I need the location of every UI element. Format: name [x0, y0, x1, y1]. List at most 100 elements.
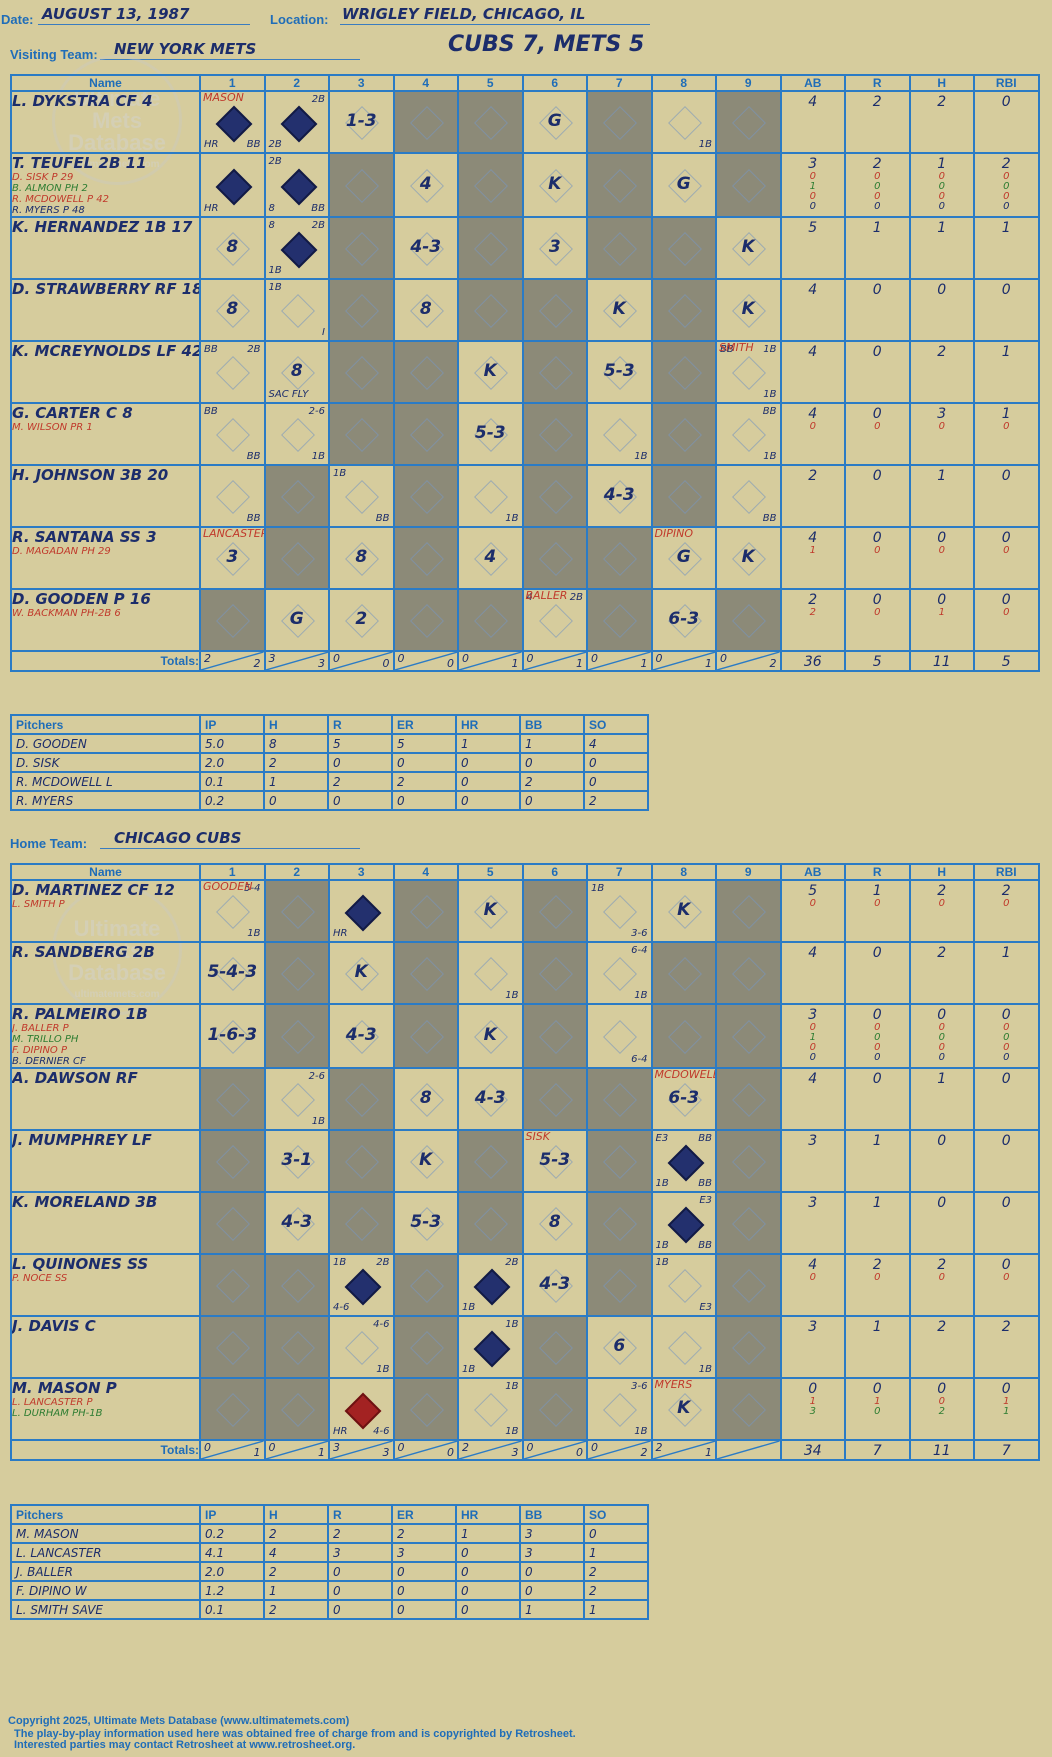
total-divider	[718, 653, 779, 669]
base-diamond	[732, 1020, 767, 1054]
base-diamond	[473, 1330, 511, 1368]
stat-r-cell: 0	[844, 464, 911, 528]
inning-runs: 0	[397, 1441, 405, 1454]
substitute-name: B. ALMON PH 2	[12, 183, 88, 194]
stat-rbi-cell: 0	[973, 1129, 1040, 1193]
home-batter-row: D. MARTINEZ CF 12 L. SMITH P 5-4 1B GOODEN HR…	[10, 879, 1040, 943]
at-bat-cell	[328, 152, 395, 218]
pitcher-header-cell: R	[327, 1504, 393, 1525]
stat-value: 1	[872, 220, 882, 236]
base-diamond	[280, 294, 315, 328]
pitcher-stat-cell: 4	[263, 1542, 329, 1563]
base-diamond	[474, 1207, 509, 1241]
play-note: 4-6	[373, 1319, 390, 1330]
home-totals-row: Totals: 0 1 0 1 3 3 0 0 2 3 0 0 0 2 2 1 34 7 11 7	[10, 1439, 1040, 1461]
at-bat-cell: K	[392, 1129, 459, 1193]
play-note: 1B	[376, 1364, 390, 1375]
sub-stat-value: 1	[874, 1396, 881, 1407]
batter-name: L. QUINONES SS	[12, 1255, 149, 1273]
inning-runs: 0	[655, 652, 663, 665]
pitcher-stat-cell: 0.1	[199, 1599, 265, 1620]
at-bat-cell	[392, 340, 459, 404]
stat-h-cell: 2	[908, 941, 975, 1005]
pitcher-header-cell: H	[263, 714, 329, 735]
play-note: 1B	[333, 1257, 347, 1268]
stat-rbi-cell: 0	[973, 1067, 1040, 1131]
sub-stat-value: 0	[938, 1272, 945, 1283]
base-diamond	[344, 1392, 382, 1430]
stat-value: 2	[1001, 1319, 1011, 1335]
stat-value: 3	[937, 406, 947, 422]
stat-value: 1	[937, 1071, 947, 1087]
stat-value: 4	[808, 1257, 818, 1273]
home-batter-row: A. DAWSON RF 2-6 1B 8 4-3 6-3 MCDOWELL 4 0 1 0	[10, 1067, 1040, 1131]
home-team-label: Home Team:	[10, 836, 88, 851]
copyright-text: Copyright 2025, Ultimate Mets Database (…	[8, 1715, 350, 1727]
at-bat-cell	[650, 941, 717, 1005]
inning-header-8: 8	[650, 74, 717, 92]
play-result: 5-3	[603, 361, 635, 381]
base-diamond	[409, 604, 444, 638]
base-diamond	[345, 294, 380, 328]
batter-name-cell: A. DAWSON RF	[10, 1067, 201, 1131]
stat-value: 0	[1001, 94, 1011, 110]
pitcher-stat-cell: 0.1	[199, 771, 265, 792]
play-note: 2B	[311, 220, 325, 231]
base-diamond	[345, 480, 380, 514]
inning-hits: 1	[253, 1446, 261, 1459]
retrosheet-notice: The play-by-play information used here w…	[14, 1728, 576, 1740]
pitcher-stat-cell: 1	[455, 733, 521, 754]
pitcher-stat-cell: 0.2	[199, 790, 265, 811]
sub-stat-value: 1	[938, 607, 945, 618]
home-team-underline	[100, 826, 360, 849]
stat-value: 2	[1001, 883, 1011, 899]
at-bat-cell: 8 SAC FLY	[263, 340, 330, 404]
at-bat-cell: K	[650, 879, 717, 943]
stat-value: 1	[937, 220, 947, 236]
batter-name: A. DAWSON RF	[12, 1069, 138, 1087]
at-bat-cell: 4	[457, 526, 524, 590]
play-result: K	[741, 547, 755, 567]
visitors-pitcher-row: D. GOODEN 5.0 8 5 5 1 1 4	[10, 733, 649, 754]
play-note: 2B	[569, 592, 583, 603]
at-bat-cell: 8	[199, 278, 266, 342]
base-diamond	[732, 169, 767, 203]
total-divider	[202, 1442, 263, 1458]
pitcher-stat-cell: 2	[263, 1561, 329, 1582]
at-bat-cell: 4	[392, 152, 459, 218]
play-note: BB	[246, 513, 261, 524]
base-diamond	[538, 604, 573, 638]
inning-header-8: 8	[650, 863, 717, 881]
base-diamond	[409, 480, 444, 514]
location-label: Location:	[270, 12, 329, 27]
pitcher-stat-cell: 8	[263, 733, 329, 754]
play-result: 8	[419, 299, 432, 319]
at-bat-cell	[715, 879, 782, 943]
pitcher-stat-cell: 4.1	[199, 1542, 265, 1563]
play-note: 2-6	[308, 1071, 325, 1082]
at-bat-cell: 5-4-3	[199, 941, 266, 1005]
batter-name: K. MORELAND 3B	[12, 1193, 158, 1211]
at-bat-cell: 8	[328, 526, 395, 590]
inning-header-4: 4	[392, 74, 459, 92]
stat-value: 0	[1001, 282, 1011, 298]
visitors-pitcher-row: R. MYERS 0.2 0 0 0 0 0 2	[10, 790, 649, 811]
retrosheet-contact: Interested parties may contact Retroshee…	[14, 1739, 356, 1751]
base-diamond	[474, 480, 509, 514]
batter-name: G. CARTER C 8	[12, 404, 133, 422]
at-bat-cell	[521, 1377, 588, 1441]
stat-h-cell: 0	[908, 278, 975, 342]
totals-text: Totals:	[160, 1443, 199, 1457]
sub-stat-value: 0	[874, 1042, 881, 1053]
pitcher-stat-cell: 0	[455, 1580, 521, 1601]
sub-stat-value: 0	[874, 1406, 881, 1417]
pitcher-header-cell: Pitchers	[10, 714, 201, 735]
sub-stat-value: 0	[1003, 191, 1010, 202]
stat-ab-cell: 2	[779, 464, 846, 528]
stat-value: 4	[808, 344, 818, 360]
stat-value: 0	[872, 945, 882, 961]
